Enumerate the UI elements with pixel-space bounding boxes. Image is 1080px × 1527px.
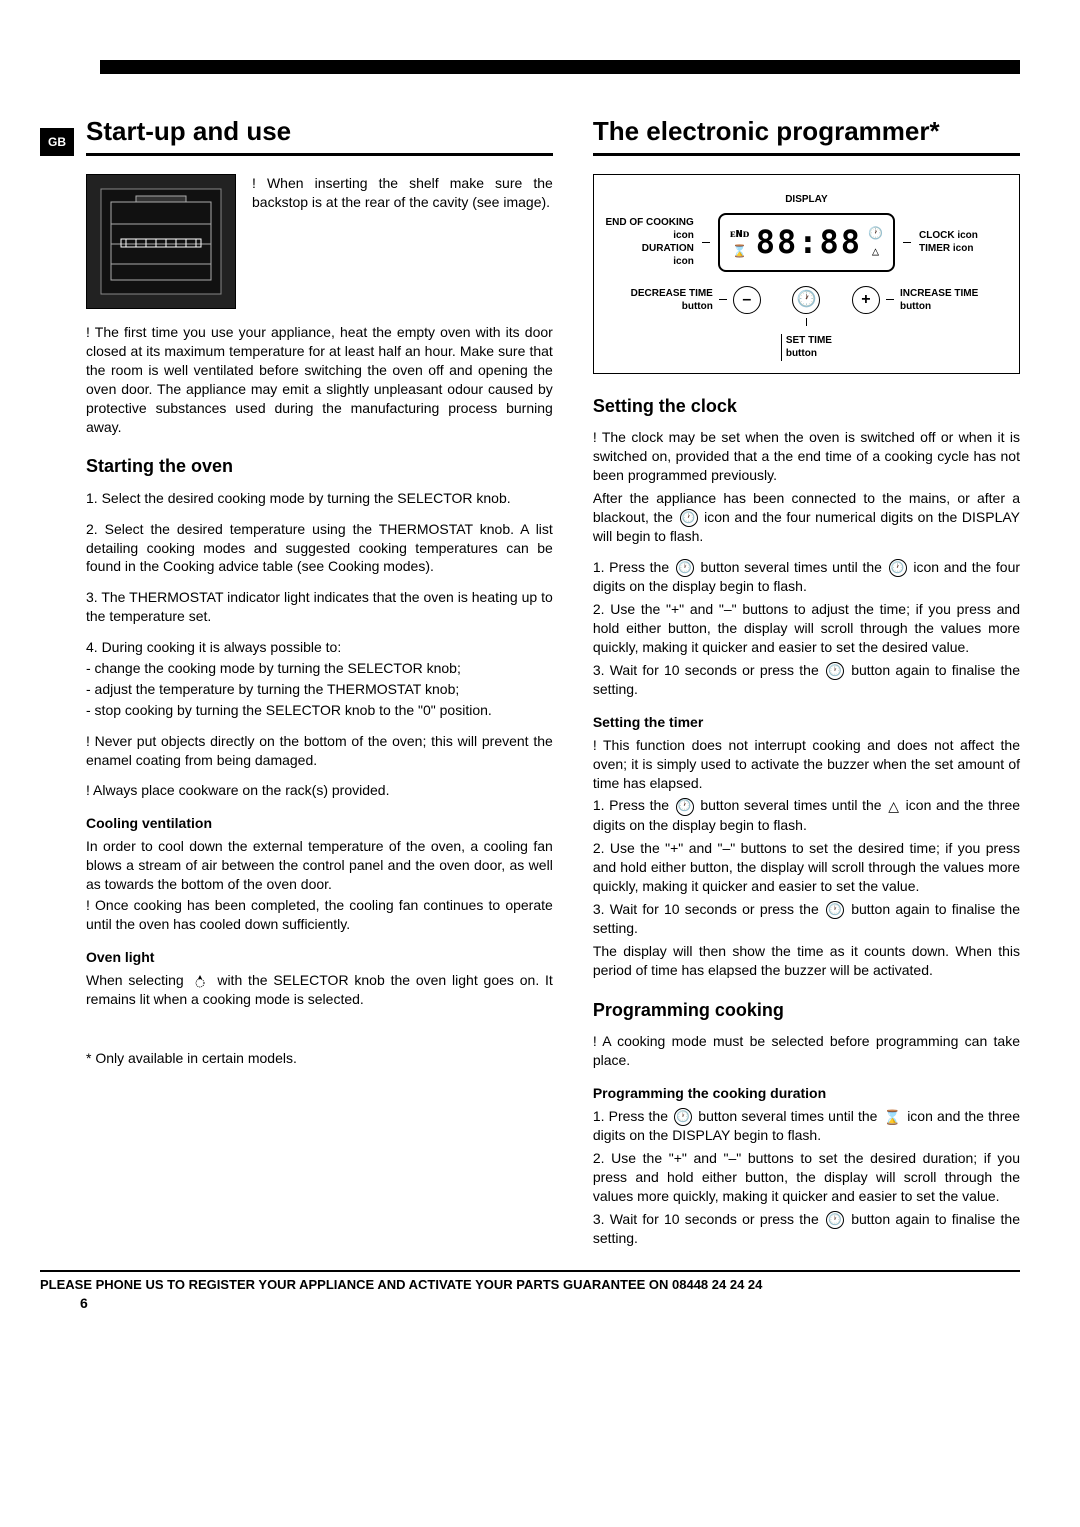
timer-icon: △ <box>868 243 883 259</box>
duration-icon: ⌛ <box>730 243 750 259</box>
clock-w: ! The clock may be set when the oven is … <box>593 428 1020 485</box>
duration-icon: ⌛ <box>884 1108 901 1127</box>
clock-label: CLOCK <box>919 230 955 241</box>
footnote: * Only available in certain models. <box>86 1049 553 1068</box>
footer-text: PLEASE PHONE US TO REGISTER YOUR APPLIAN… <box>40 1277 762 1292</box>
first-use-warning: ! The first time you use your appliance,… <box>86 323 553 436</box>
dur-s3: 3. Wait for 10 seconds or press the 🕐 bu… <box>593 1210 1020 1248</box>
light-p1: When selecting <box>86 972 189 988</box>
h-cooling: Cooling ventilation <box>86 814 553 833</box>
diagram-buttons: DECREASE TIMEbutton – 🕐 SET TIMEbutton +… <box>604 286 1009 361</box>
set-time-button-icon: 🕐 <box>792 286 820 314</box>
page-number: 6 <box>80 1294 1020 1313</box>
clock-s2: 2. Use the "+" and "–" buttons to adjust… <box>593 600 1020 657</box>
right-labels: CLOCK icon TIMER icon <box>919 229 1009 255</box>
h-starting: Starting the oven <box>86 454 553 478</box>
bell-icon: △ <box>888 797 899 816</box>
h-prog: Programming cooking <box>593 998 1020 1022</box>
display-digits: 88:88 <box>756 221 862 264</box>
oven-image <box>86 174 236 309</box>
timer-s2: 2. Use the "+" and "–" buttons to set th… <box>593 839 1020 896</box>
right-title: The electronic programmer* <box>593 114 1020 156</box>
s4b: - adjust the temperature by turning the … <box>86 680 553 699</box>
right-column: The electronic programmer* DISPLAY END O… <box>593 114 1020 1260</box>
timer-s3: 3. Wait for 10 seconds or press the 🕐 bu… <box>593 900 1020 938</box>
cooling-p: In order to cool down the external tempe… <box>86 837 553 894</box>
set-time-group: 🕐 SET TIMEbutton <box>781 286 832 361</box>
left-column-wrap: GB Start-up and use <box>40 114 553 1260</box>
timer-label: TIMER <box>919 243 950 254</box>
intro-side-text: ! When inserting the shelf make sure the… <box>252 174 553 297</box>
decrease-group: DECREASE TIMEbutton – <box>623 286 761 314</box>
s2: 2. Select the desired temperature using … <box>86 520 553 577</box>
timer-p2: The display will then show the time as i… <box>593 942 1020 980</box>
warn1: ! Never put objects directly on the bott… <box>86 732 553 770</box>
clock-icon: 🕐 <box>868 225 883 241</box>
dur-s2: 2. Use the "+" and "–" buttons to set th… <box>593 1149 1020 1206</box>
light-p: When selecting with the SELECTOR knob th… <box>86 971 553 1009</box>
s4c: - stop cooking by turning the SELECTOR k… <box>86 701 553 720</box>
clock-icon: 🕐 <box>889 559 907 577</box>
s4: 4. During cooking it is always possible … <box>86 638 553 657</box>
intro-row: ! When inserting the shelf make sure the… <box>86 174 553 309</box>
set-time-icon: 🕐 <box>826 662 844 680</box>
plus-button-icon: + <box>852 286 880 314</box>
clock-s1: 1. Press the 🕐 button several times unti… <box>593 558 1020 596</box>
prog-w: ! A cooking mode must be selected before… <box>593 1032 1020 1070</box>
end-cooking-label: END OF COOKING <box>605 217 693 228</box>
diagram-main: END OF COOKING icon DURATIONicon ᴇɴᴅ ⌛ 8… <box>604 213 1009 272</box>
clock-s3: 3. Wait for 10 seconds or press the 🕐 bu… <box>593 661 1020 699</box>
dur-s1: 1. Press the 🕐 button several times unti… <box>593 1107 1020 1146</box>
increase-group: + INCREASE TIMEbutton <box>852 286 990 314</box>
s1: 1. Select the desired cooking mode by tu… <box>86 489 553 508</box>
set-time-icon: 🕐 <box>676 559 694 577</box>
end-icon: ᴇɴᴅ <box>730 225 750 241</box>
s4a: - change the cooking mode by turning the… <box>86 659 553 678</box>
timer-w: ! This function does not interrupt cooki… <box>593 736 1020 793</box>
set-time-icon: 🕐 <box>674 1108 692 1126</box>
s3: 3. The THERMOSTAT indicator light indica… <box>86 588 553 626</box>
h-dur: Programming the cooking duration <box>593 1084 1020 1103</box>
h-timer: Setting the timer <box>593 713 1020 732</box>
minus-button-icon: – <box>733 286 761 314</box>
footer: PLEASE PHONE US TO REGISTER YOUR APPLIAN… <box>40 1270 1020 1294</box>
duration-label: DURATION <box>642 243 694 254</box>
left-labels: END OF COOKING icon DURATIONicon <box>604 216 694 268</box>
display-label: DISPLAY <box>604 193 1009 207</box>
cooling-w: ! Once cooking has been completed, the c… <box>86 896 553 934</box>
header-rule <box>100 60 1020 74</box>
set-time-icon: 🕐 <box>826 901 844 919</box>
page-columns: GB Start-up and use <box>40 114 1020 1260</box>
clock-p1: After the appliance has been connected t… <box>593 489 1020 546</box>
gb-badge: GB <box>40 128 74 156</box>
h-clock: Setting the clock <box>593 394 1020 418</box>
set-time-icon: 🕐 <box>676 798 694 816</box>
light-icon <box>191 972 209 990</box>
clock-icon: 🕐 <box>680 509 698 527</box>
h-light: Oven light <box>86 948 553 967</box>
left-title: Start-up and use <box>86 114 553 156</box>
set-time-icon: 🕐 <box>826 1211 844 1229</box>
left-column: Start-up and use <box>86 114 553 1080</box>
display-panel: ᴇɴᴅ ⌛ 88:88 🕐 △ <box>718 213 895 272</box>
programmer-diagram: DISPLAY END OF COOKING icon DURATIONicon… <box>593 174 1020 374</box>
warn2: ! Always place cookware on the rack(s) p… <box>86 781 553 800</box>
timer-s1: 1. Press the 🕐 button several times unti… <box>593 796 1020 835</box>
